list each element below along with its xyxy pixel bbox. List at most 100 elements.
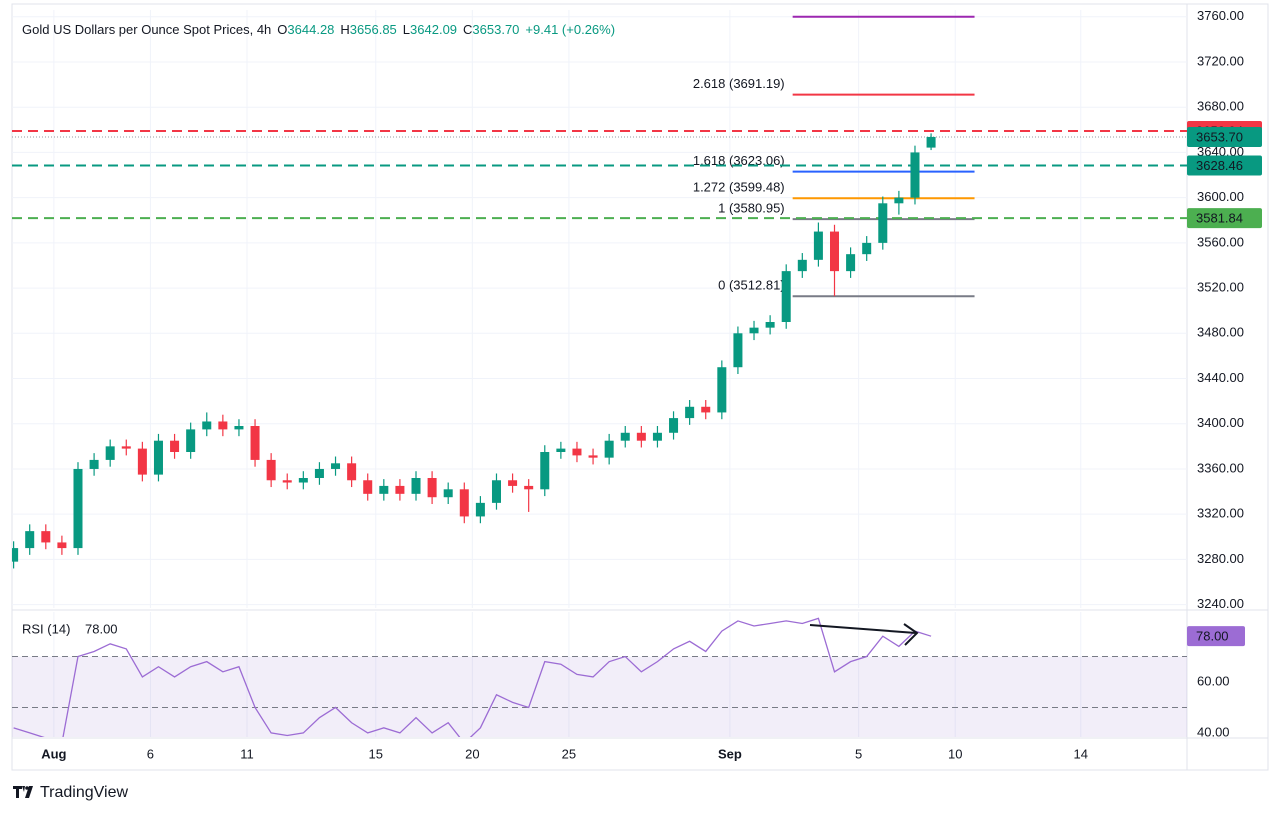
candle-body bbox=[443, 489, 453, 498]
y-tick-label: 3680.00 bbox=[1197, 99, 1244, 114]
x-tick-label: 10 bbox=[948, 746, 962, 761]
candle-body bbox=[604, 440, 614, 458]
candle-body bbox=[491, 480, 501, 503]
candle-body bbox=[57, 542, 67, 549]
candle-body bbox=[73, 468, 83, 549]
candle-body bbox=[781, 271, 791, 322]
fib-label: 1 (3580.95) bbox=[718, 201, 785, 216]
candle-body bbox=[620, 432, 630, 441]
header-item: 3642.09 bbox=[410, 22, 457, 37]
header: Gold US Dollars per Ounce Spot Prices, 4… bbox=[22, 22, 615, 37]
candle-body bbox=[105, 446, 115, 460]
candle-body bbox=[910, 152, 920, 198]
candle-body bbox=[829, 231, 840, 272]
fib-label: 1.272 (3599.48) bbox=[693, 180, 785, 195]
rsi-value-label: 78.00 bbox=[1196, 629, 1229, 644]
candle-body bbox=[765, 322, 775, 328]
header-item: +9.41 (+0.26%) bbox=[525, 22, 615, 37]
divergence-arrow bbox=[809, 624, 917, 634]
arrow-head bbox=[903, 623, 919, 646]
header-item: C bbox=[463, 22, 472, 37]
candle-body bbox=[685, 406, 695, 419]
candle-body bbox=[12, 548, 19, 562]
candle-body bbox=[813, 231, 823, 260]
x-tick-label: 15 bbox=[369, 746, 383, 761]
candle-body bbox=[250, 426, 260, 460]
candle-body bbox=[170, 440, 180, 452]
y-tick-label: 3360.00 bbox=[1197, 460, 1244, 475]
candle-body bbox=[234, 426, 244, 430]
candle-body bbox=[314, 468, 324, 478]
candle-body bbox=[636, 432, 646, 441]
candle-body bbox=[395, 485, 405, 494]
fib-label: 0 (3512.81) bbox=[718, 278, 785, 293]
frame bbox=[11, 3, 1269, 771]
y-tick-label: 3440.00 bbox=[1197, 370, 1244, 385]
rsi-tick-label: 60.00 bbox=[1197, 673, 1230, 688]
candle-body bbox=[411, 478, 421, 494]
x-tick-label: Aug bbox=[41, 746, 66, 761]
y-tick-label: 3560.00 bbox=[1197, 234, 1244, 249]
candle-body bbox=[427, 478, 437, 498]
candle-body bbox=[379, 485, 389, 494]
candle-body bbox=[153, 440, 163, 475]
y-tick-label: 3640.00 bbox=[1197, 144, 1244, 159]
header-item: H bbox=[340, 22, 349, 37]
price-label: 3653.70 bbox=[1196, 129, 1243, 144]
candle-body bbox=[459, 489, 469, 517]
header-item: 3653.70 bbox=[472, 22, 519, 37]
rsi-value-box bbox=[1187, 626, 1245, 647]
header-item: L bbox=[403, 22, 410, 37]
candle-body bbox=[298, 478, 308, 483]
candle-body bbox=[701, 406, 711, 413]
x-tick-label: 5 bbox=[855, 746, 862, 761]
rsi-title: RSI (14) bbox=[22, 621, 70, 636]
candle-body bbox=[588, 455, 598, 458]
candle-body bbox=[89, 459, 99, 469]
y-tick-label: 3520.00 bbox=[1197, 280, 1244, 295]
candle-body bbox=[137, 448, 147, 475]
candle-body bbox=[266, 459, 276, 481]
candle-body bbox=[218, 421, 228, 430]
candle-body bbox=[846, 254, 856, 272]
header-item: 3656.85 bbox=[350, 22, 397, 37]
candle-body bbox=[331, 463, 341, 469]
y-tick-label: 3320.00 bbox=[1197, 506, 1244, 521]
y-tick-label: 3760.00 bbox=[1197, 8, 1244, 23]
price-pane: 2.618 (3691.19) 1.618 (3623.06) 1.272 (359… bbox=[12, 10, 1187, 608]
y-tick-label: 3600.00 bbox=[1197, 189, 1244, 204]
fib-label: 2.618 (3691.19) bbox=[693, 76, 785, 91]
price-label: 3581.84 bbox=[1196, 211, 1243, 226]
x-tick-label: 14 bbox=[1074, 746, 1088, 761]
candle-body bbox=[121, 446, 131, 449]
y-tick-label: 3280.00 bbox=[1197, 551, 1244, 566]
candle-body bbox=[556, 448, 566, 452]
rsi-pane bbox=[12, 612, 1187, 737]
brand: TradingView bbox=[40, 784, 128, 801]
candle-body bbox=[797, 259, 807, 272]
y-tick-label: 3400.00 bbox=[1197, 415, 1244, 430]
header-item: O bbox=[277, 22, 287, 37]
x-tick-label: Sep bbox=[718, 746, 742, 761]
candle-body bbox=[894, 197, 904, 204]
candle-body bbox=[524, 485, 534, 490]
candle-body bbox=[475, 502, 485, 517]
header-item: Gold US Dollars per Ounce Spot Prices, 4… bbox=[22, 22, 271, 37]
fib-label: 1.618 (3623.06) bbox=[693, 153, 785, 168]
candle-body bbox=[347, 463, 357, 481]
x-tick-label: 25 bbox=[562, 746, 576, 761]
candle-body bbox=[878, 203, 888, 243]
y-tick-label: 3240.00 bbox=[1197, 596, 1244, 611]
candle-body bbox=[717, 367, 727, 413]
price-label: 3628.46 bbox=[1196, 158, 1243, 173]
overlay: Aug 6 11 15 20 25 Sep 5 10 14 3240.00 3280.00 3320.0… bbox=[22, 8, 1262, 761]
candle-body bbox=[749, 327, 759, 334]
candle-body bbox=[202, 421, 212, 430]
candle-body bbox=[669, 418, 679, 433]
brand-logo: TradingView bbox=[13, 784, 128, 801]
rsi-band bbox=[12, 656, 1187, 737]
candle-body bbox=[862, 242, 872, 255]
rsi-current: 78.00 bbox=[85, 621, 118, 636]
rsi-line bbox=[13, 617, 932, 737]
